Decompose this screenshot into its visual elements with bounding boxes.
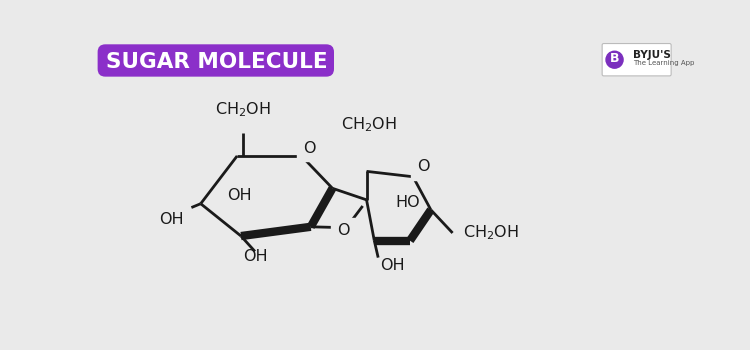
Text: OH: OH — [159, 212, 184, 226]
Text: CH$_2$OH: CH$_2$OH — [214, 100, 271, 119]
FancyBboxPatch shape — [602, 43, 671, 76]
Text: CH$_2$OH: CH$_2$OH — [340, 116, 397, 134]
Text: CH$_2$OH: CH$_2$OH — [464, 224, 520, 242]
Text: The Learning App: The Learning App — [633, 60, 694, 66]
Circle shape — [606, 51, 623, 68]
Text: O: O — [303, 141, 316, 156]
Text: OH: OH — [380, 258, 404, 273]
Text: O: O — [337, 223, 350, 238]
Text: O: O — [417, 159, 429, 174]
FancyBboxPatch shape — [98, 44, 334, 77]
Text: SUGAR MOLECULE: SUGAR MOLECULE — [106, 52, 328, 72]
Text: OH: OH — [243, 248, 267, 264]
Text: HO: HO — [395, 195, 420, 210]
Text: B: B — [610, 52, 620, 65]
Text: BYJU'S: BYJU'S — [633, 50, 671, 60]
Text: OH: OH — [227, 189, 252, 203]
